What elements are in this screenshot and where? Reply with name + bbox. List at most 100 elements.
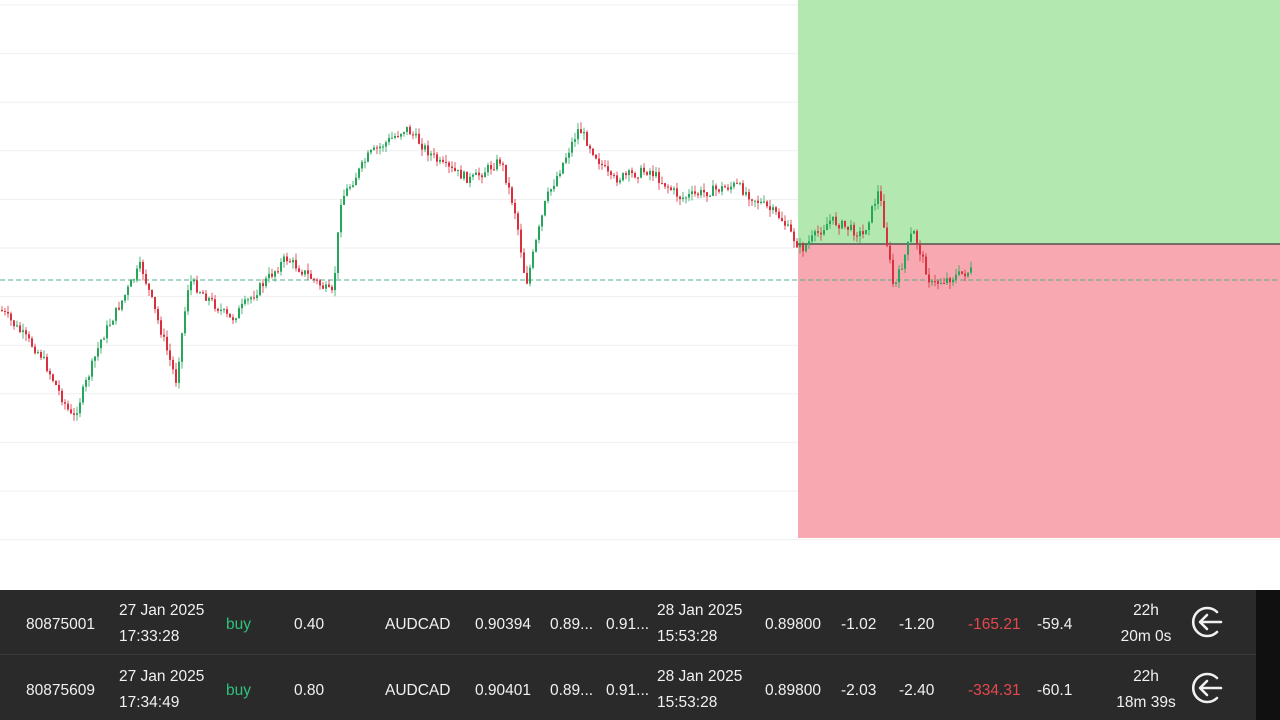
candle-body: [478, 172, 480, 176]
close-date: 28 Jan 2025: [657, 668, 743, 685]
candle-body: [880, 191, 882, 201]
duration-rest: 18m 39s: [1116, 694, 1176, 711]
candle-body: [625, 173, 627, 176]
candle-body: [316, 279, 318, 281]
profit-cell: -334.31: [968, 682, 1021, 699]
duration-cell: 22h 18m 39s: [1110, 664, 1182, 716]
candle-body: [277, 271, 279, 273]
candle-body: [928, 274, 930, 283]
swap-cell: -1.20: [899, 616, 935, 633]
candle-body: [580, 129, 582, 134]
candle-body: [895, 282, 897, 284]
candle-body: [835, 216, 837, 226]
close-time: 15:53:28: [657, 628, 718, 645]
candle-body: [610, 171, 612, 176]
candle-body: [649, 170, 651, 175]
price-chart[interactable]: [0, 0, 1280, 590]
candle-body: [721, 186, 723, 192]
candle-body: [118, 307, 120, 310]
candle-body: [394, 135, 396, 138]
profit-cell: -165.21: [968, 616, 1021, 633]
candle-body: [154, 296, 156, 310]
candle-body: [559, 173, 561, 177]
candle-body: [211, 297, 213, 300]
candle-body: [145, 273, 147, 284]
candle-body: [787, 224, 789, 226]
candle-body: [103, 338, 105, 340]
candle-body: [496, 159, 498, 170]
candle-body: [955, 274, 957, 280]
candle-body: [415, 133, 417, 136]
candle-body: [604, 165, 606, 167]
candle-body: [847, 226, 849, 230]
candle-body: [598, 158, 600, 164]
candle-body: [862, 231, 864, 235]
stop-loss-cell: 0.89...: [550, 616, 594, 633]
close-price-cell: 0.89800: [765, 682, 822, 699]
table-row[interactable]: 80875609 27 Jan 2025 17:34:49 buy 0.80 A…: [0, 656, 1256, 720]
candle-body: [748, 192, 750, 200]
candle-body: [130, 280, 132, 287]
candle-body: [535, 239, 537, 252]
candle-body: [736, 182, 738, 184]
candle-body: [400, 133, 402, 137]
candle-body: [592, 148, 594, 155]
candle-body: [100, 339, 102, 349]
candle-body: [634, 173, 636, 178]
candle-body: [607, 166, 609, 172]
candle-body: [445, 161, 447, 163]
candle-body: [616, 175, 618, 183]
candle-body: [190, 281, 192, 291]
candle-body: [859, 231, 861, 237]
candle-body: [193, 280, 195, 282]
candle-body: [367, 152, 369, 162]
candle-body: [586, 132, 588, 146]
candle-body: [916, 231, 918, 245]
candle-body: [226, 309, 228, 314]
candle-body: [268, 273, 270, 279]
candle-body: [388, 137, 390, 143]
candle-body: [199, 292, 201, 294]
candle-body: [301, 271, 303, 275]
candle-body: [121, 300, 123, 310]
candle-body: [655, 172, 657, 177]
candle-body: [631, 170, 633, 174]
candle-body: [406, 126, 408, 133]
ticket-cell: 80875001: [26, 616, 95, 633]
candle-body: [442, 159, 444, 162]
candlestick-chart[interactable]: [0, 0, 1280, 590]
candle-body: [823, 230, 825, 235]
candle-body: [685, 197, 687, 199]
table-row[interactable]: 80875001 27 Jan 2025 17:33:28 buy 0.40 A…: [0, 590, 1256, 655]
scrollbar[interactable]: [1256, 590, 1280, 720]
stop-loss-cell: 0.89...: [550, 682, 594, 699]
candle-body: [73, 413, 75, 415]
candle-body: [781, 218, 783, 222]
candle-body: [517, 213, 519, 230]
candle-body: [883, 200, 885, 228]
candle-body: [838, 225, 840, 229]
candle-body: [196, 280, 198, 293]
candle-body: [16, 325, 18, 327]
candle-body: [133, 279, 135, 281]
candle-body: [292, 259, 294, 263]
close-trade-button[interactable]: [1189, 670, 1225, 706]
candle-body: [208, 297, 210, 301]
candle-body: [688, 194, 690, 198]
take-profit-cell: 0.91...: [606, 616, 650, 633]
close-trade-button[interactable]: [1189, 604, 1225, 640]
candle-body: [832, 216, 834, 221]
candle-body: [640, 167, 642, 178]
candle-body: [361, 161, 363, 169]
candle-body: [178, 361, 180, 383]
candle-body: [493, 169, 495, 171]
candle-body: [376, 147, 378, 149]
candle-body: [664, 183, 666, 187]
candle-body: [679, 196, 681, 200]
candle-body: [49, 371, 51, 375]
candle-body: [289, 261, 291, 263]
candle-body: [715, 185, 717, 190]
candle-body: [358, 168, 360, 178]
candle-body: [562, 162, 564, 174]
candle-body: [958, 271, 960, 275]
